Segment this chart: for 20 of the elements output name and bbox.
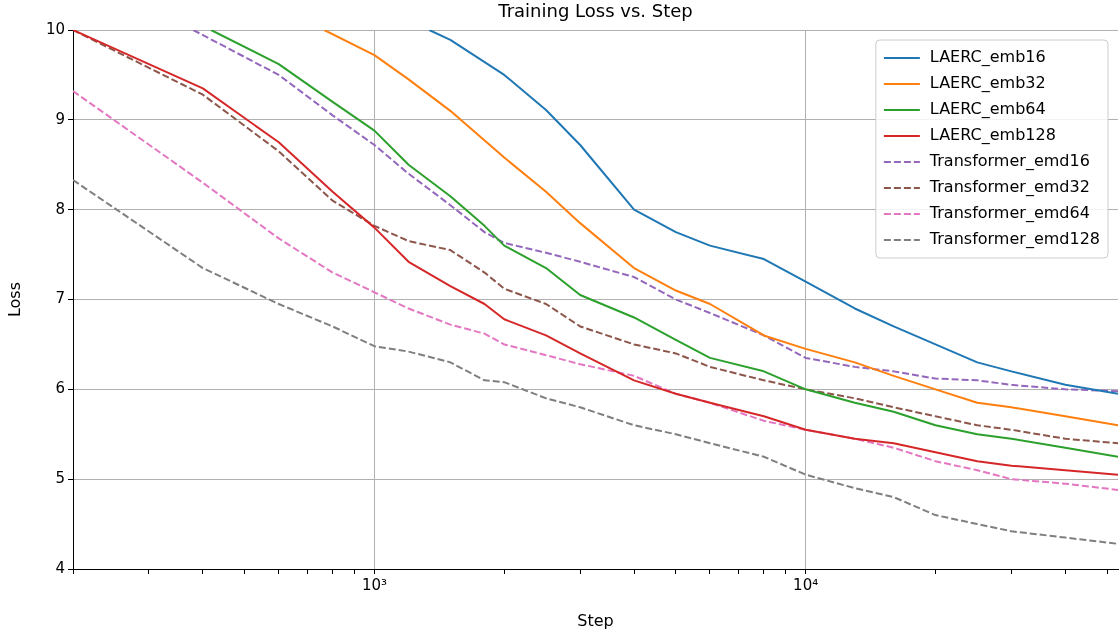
y-axis-title: Loss [5,281,25,318]
x-axis-title: Step [577,611,614,631]
y-tick-label: 7 [55,289,65,308]
x-tick-label: 10⁴ [793,575,819,594]
legend-label: LAERC_emb128 [929,125,1056,146]
legend-label: Transformer_emd16 [928,151,1090,172]
legend-label: LAERC_emb16 [929,47,1046,68]
legend-label: LAERC_emb64 [929,99,1046,120]
legend-label: Transformer_emd32 [928,177,1090,198]
y-tick-label: 6 [55,379,65,398]
x-tick-label: 10³ [361,575,387,594]
y-tick-label: 8 [55,199,65,218]
chart-title: Training Loss vs. Step [497,0,693,21]
y-tick-label: 9 [55,109,65,128]
y-tick-label: 10 [45,19,65,38]
legend-label: LAERC_emb32 [929,73,1046,94]
y-tick-label: 5 [55,469,65,488]
legend-label: Transformer_emd64 [928,203,1090,224]
legend-label: Transformer_emd128 [928,229,1101,250]
y-tick-label: 4 [55,558,65,577]
